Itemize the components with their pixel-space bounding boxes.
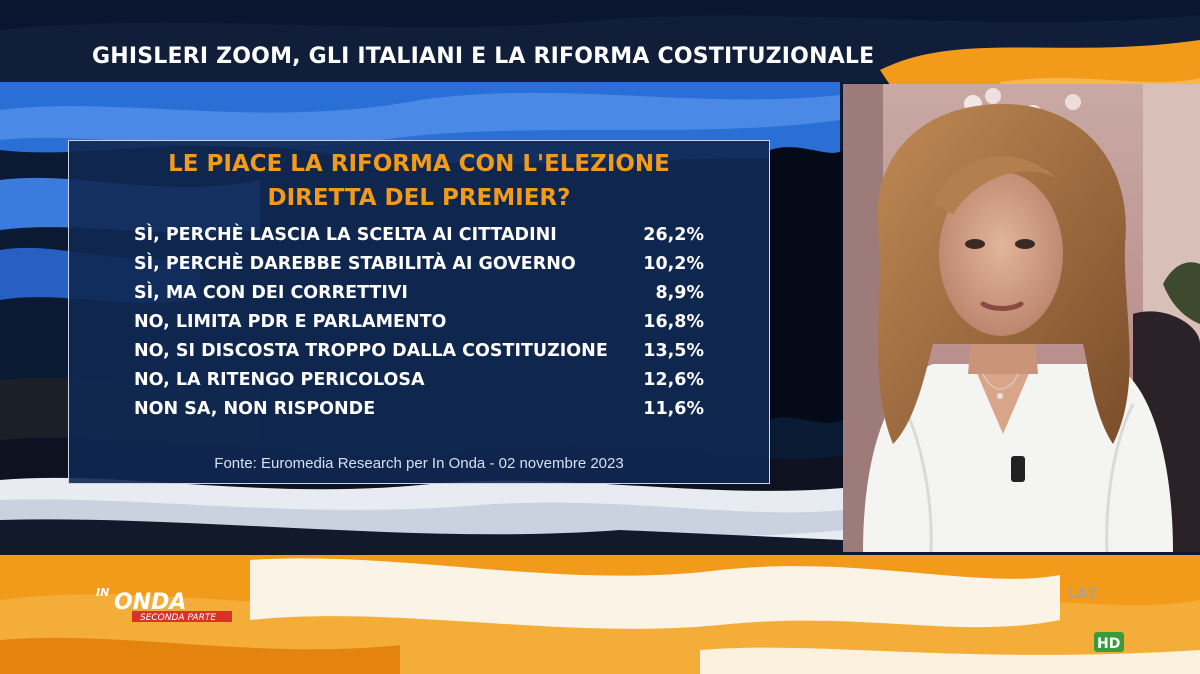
page-title: GHISLERI ZOOM, GLI ITALIANI E LA RIFORMA… [92, 44, 875, 69]
poll-row-label: NO, SI DISCOSTA TROPPO DALLA COSTITUZION… [134, 341, 608, 361]
poll-row: SÌ, PERCHÈ DAREBBE STABILITÀ AI GOVERNO 1… [134, 250, 704, 279]
logo-in-text: IN [96, 586, 109, 599]
poll-row-value: 12,6% [643, 369, 704, 390]
poll-results-list: SÌ, PERCHÈ LASCIA LA SCELTA AI CITTADINI… [134, 221, 704, 423]
in-onda-logo: IN ONDA SECONDA PARTE [92, 584, 242, 628]
la7-hd-logo: LA7 HD [1066, 572, 1130, 666]
channel-logo-mark: LA7 HD [1068, 586, 1124, 652]
poll-row: NON SA, NON RISPONDE 11,6% [134, 394, 704, 423]
poll-row: NO, SI DISCOSTA TROPPO DALLA COSTITUZION… [134, 337, 704, 366]
poll-row-value: 13,5% [643, 341, 704, 361]
poll-row-label: SÌ, MA CON DEI CORRETTIVI [134, 283, 408, 304]
poll-row-value: 16,8% [643, 312, 704, 333]
poll-row-value: 26,2% [643, 225, 704, 246]
logo-onda-text: ONDA [114, 590, 186, 615]
poll-row-label: SÌ, PERCHÈ LASCIA LA SCELTA AI CITTADINI [134, 225, 557, 246]
video-feed [843, 84, 1200, 552]
poll-question: LE PIACE LA RIFORMA CON L'ELEZIONE DIRET… [69, 147, 769, 215]
channel-name-text: LA7 [1068, 586, 1098, 602]
poll-row-value: 10,2% [643, 254, 704, 275]
poll-panel: LE PIACE LA RIFORMA CON L'ELEZIONE DIRET… [68, 140, 770, 484]
poll-source: Fonte: Euromedia Research per In Onda - … [214, 455, 624, 472]
poll-row-label: NO, LA RITENGO PERICOLOSA [134, 369, 425, 390]
poll-row-label: NO, LIMITA PDR E PARLAMENTO [134, 312, 447, 333]
poll-row: NO, LIMITA PDR E PARLAMENTO 16,8% [134, 308, 704, 337]
in-onda-logo-mark: IN ONDA SECONDA PARTE [96, 586, 232, 623]
poll-row-label: NON SA, NON RISPONDE [134, 398, 376, 419]
poll-question-line-2: DIRETTA DEL PREMIER? [267, 185, 571, 211]
presenter-image [843, 84, 1200, 552]
logo-tag-text: SECONDA PARTE [140, 613, 216, 623]
poll-row-value: 11,6% [643, 398, 704, 419]
poll-row: SÌ, PERCHÈ LASCIA LA SCELTA AI CITTADINI… [134, 221, 704, 250]
poll-question-line-1: LE PIACE LA RIFORMA CON L'ELEZIONE [168, 151, 670, 177]
channel-hd-badge: HD [1097, 636, 1120, 652]
poll-row: SÌ, MA CON DEI CORRETTIVI 8,9% [134, 279, 704, 308]
poll-row-value: 8,9% [655, 283, 704, 304]
poll-row: NO, LA RITENGO PERICOLOSA 12,6% [134, 365, 704, 394]
poll-row-label: SÌ, PERCHÈ DAREBBE STABILITÀ AI GOVERNO [134, 254, 576, 275]
